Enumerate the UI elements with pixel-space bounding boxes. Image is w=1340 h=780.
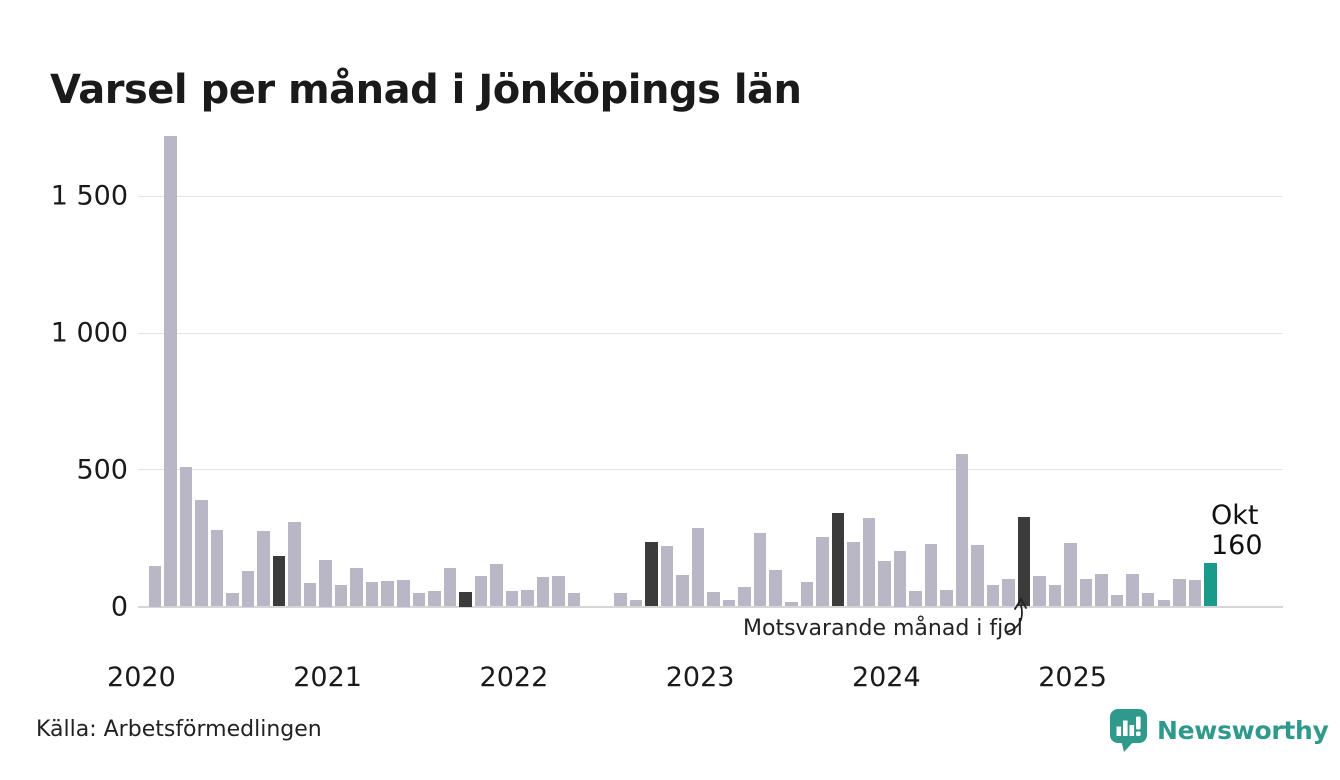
x-axis-year-label: 2024 (851, 662, 921, 693)
x-axis-year-label: 2020 (107, 662, 176, 693)
bar (552, 575, 565, 607)
bar-current-month (1204, 562, 1217, 607)
bar-same-month-last-year (1017, 517, 1031, 607)
bar (1157, 599, 1170, 607)
bar (940, 590, 953, 607)
source-attribution: Källa: Arbetsförmedlingen (36, 717, 322, 742)
bar (428, 590, 441, 607)
bar (210, 529, 224, 607)
bar (1002, 579, 1015, 607)
annotation-curved-arrow-icon (1006, 598, 1027, 633)
bar (862, 517, 876, 607)
bar (397, 580, 410, 607)
page-title: Varsel per månad i Jönköpings län (50, 66, 802, 113)
bar (614, 593, 627, 607)
y-axis-tick-label: 1 500 (50, 180, 128, 212)
y-axis-tick-label: 0 (110, 591, 128, 622)
bar (769, 569, 782, 607)
bar (474, 576, 488, 607)
bar (753, 533, 767, 607)
bar (1033, 575, 1046, 607)
bar (1095, 574, 1108, 607)
bar (800, 582, 813, 607)
bar (381, 581, 394, 607)
bar (148, 565, 162, 607)
bar (1126, 574, 1139, 607)
bar (986, 585, 1000, 607)
bar (521, 590, 534, 607)
bar (629, 599, 643, 607)
bar (722, 600, 736, 607)
bar (1141, 593, 1155, 607)
bar (536, 577, 550, 607)
current-month-value: 160 (1211, 530, 1263, 561)
x-axis-baseline (138, 605, 1283, 608)
current-month-name: Okt (1211, 500, 1259, 531)
bar (490, 564, 503, 607)
x-axis-year-label: 2022 (479, 662, 549, 693)
newsworthy-speech-bubble-bar-chart-icon (1110, 709, 1147, 752)
bar (195, 499, 208, 607)
bar (319, 559, 332, 607)
bar (350, 568, 363, 607)
bar (365, 581, 379, 607)
bar (691, 527, 705, 607)
gridline (138, 469, 1283, 471)
bar (707, 591, 720, 607)
y-axis-tick-label: 500 (76, 454, 128, 486)
x-axis-year-label: 2023 (665, 662, 735, 693)
bar (1188, 579, 1201, 607)
bar-same-month-last-year (459, 591, 472, 607)
bar (505, 590, 519, 607)
newsworthy-wordmark: Newsworthy (1157, 715, 1329, 745)
bar-same-month-last-year (831, 512, 844, 607)
x-axis-year-label: 2025 (1038, 662, 1107, 693)
bar (1064, 543, 1077, 607)
bar (847, 542, 860, 607)
bar (878, 560, 891, 607)
bar (334, 584, 348, 607)
bar (924, 544, 938, 607)
bar (241, 571, 255, 607)
bar (1048, 584, 1062, 607)
bar (909, 590, 922, 607)
bar (1110, 595, 1124, 607)
bar (164, 136, 177, 607)
bar (660, 546, 674, 607)
bar (412, 593, 425, 607)
bar-same-month-last-year (645, 542, 658, 607)
bar (567, 592, 581, 607)
bar (676, 575, 689, 607)
bar (257, 531, 270, 607)
bar (443, 568, 456, 607)
bar (288, 521, 301, 607)
bar (785, 602, 798, 607)
bar (738, 587, 751, 607)
bar (955, 453, 969, 607)
gridline (138, 332, 1283, 334)
bar (893, 550, 907, 607)
current-month-value-label: Okt 160 (1211, 501, 1263, 561)
x-axis-year-label: 2021 (293, 662, 362, 693)
bar (816, 536, 829, 607)
bar (303, 583, 317, 607)
bar-same-month-last-year (272, 555, 286, 607)
bar (971, 545, 984, 607)
bar (226, 592, 239, 607)
bar (1173, 579, 1186, 607)
comparison-annotation-label: Motsvarande månad i fjol (743, 616, 1023, 641)
newsworthy-logo[interactable]: Newsworthy (1108, 707, 1329, 753)
bar (179, 467, 193, 607)
bar (1079, 579, 1093, 607)
gridline (138, 195, 1283, 197)
y-axis-tick-label: 1 000 (50, 317, 128, 349)
